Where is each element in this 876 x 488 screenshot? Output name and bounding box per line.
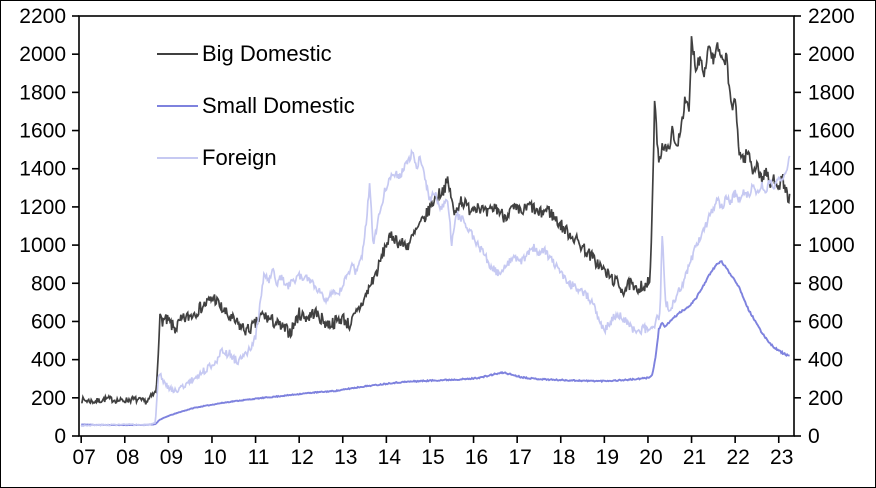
x-axis-label: 07: [73, 446, 96, 469]
legend-item-small-domestic: Small Domestic: [157, 94, 355, 118]
chart-legend: Big Domestic Small Domestic Foreign: [157, 42, 355, 198]
y-axis-label-right: 1400: [808, 158, 855, 181]
x-axis-label: 15: [421, 446, 444, 469]
legend-label-big-domestic: Big Domestic: [202, 41, 332, 66]
x-axis-label: 20: [639, 446, 662, 469]
plot-border: [78, 15, 795, 437]
y-axis-label-left: 1000: [19, 234, 66, 257]
x-axis-label: 21: [683, 446, 706, 469]
y-axis-label-right: 1200: [808, 196, 855, 219]
series-line-small-domestic: [81, 260, 790, 427]
y-axis-label-right: 0: [808, 425, 820, 448]
legend-line-swatch-foreign: [157, 157, 198, 159]
legend-item-big-domestic: Big Domestic: [157, 42, 355, 66]
y-axis-label-right: 600: [808, 310, 843, 333]
series-line-foreign: [80, 148, 791, 428]
x-axis-label: 22: [726, 446, 749, 469]
x-axis-label: 10: [203, 446, 226, 469]
legend-line-swatch-small-domestic: [157, 105, 198, 107]
y-axis-label-left: 1200: [19, 196, 66, 219]
x-axis-label: 19: [596, 446, 619, 469]
y-axis-label-right: 1600: [808, 120, 855, 143]
x-axis-label: 09: [160, 446, 183, 469]
x-axis-label: 16: [465, 446, 488, 469]
y-axis-label-left: 400: [31, 349, 66, 372]
y-axis-label-right: 1800: [808, 81, 855, 104]
y-axis-label-left: 1800: [19, 81, 66, 104]
y-axis-label-right: 800: [808, 272, 843, 295]
y-axis-label-left: 800: [31, 272, 66, 295]
y-axis-label-right: 400: [808, 349, 843, 372]
x-axis-label: 18: [552, 446, 575, 469]
y-axis-label-left: 1600: [19, 120, 66, 143]
legend-item-foreign: Foreign: [157, 146, 355, 170]
y-axis-label-left: 600: [31, 310, 66, 333]
legend-line-swatch-big-domestic: [157, 53, 198, 55]
y-axis-label-left: 1400: [19, 158, 66, 181]
y-axis-label-left: 200: [31, 387, 66, 410]
y-axis-label-right: 1000: [808, 234, 855, 257]
x-axis-label: 13: [334, 446, 357, 469]
x-axis-label: 17: [508, 446, 531, 469]
y-axis-label-right: 2000: [808, 43, 855, 66]
y-axis-label-right: 200: [808, 387, 843, 410]
x-axis-label: 14: [378, 446, 402, 469]
legend-label-foreign: Foreign: [202, 145, 277, 170]
y-axis-label-left: 2200: [19, 5, 66, 28]
x-axis-label: 23: [770, 446, 793, 469]
legend-label-small-domestic: Small Domestic: [202, 93, 355, 118]
x-axis-label: 08: [116, 446, 139, 469]
y-axis-label-right: 2200: [808, 5, 855, 28]
y-axis-label-left: 0: [54, 425, 66, 448]
y-axis-label-left: 2000: [19, 43, 66, 66]
x-axis-label: 12: [290, 446, 313, 469]
x-axis-label: 11: [248, 446, 270, 469]
